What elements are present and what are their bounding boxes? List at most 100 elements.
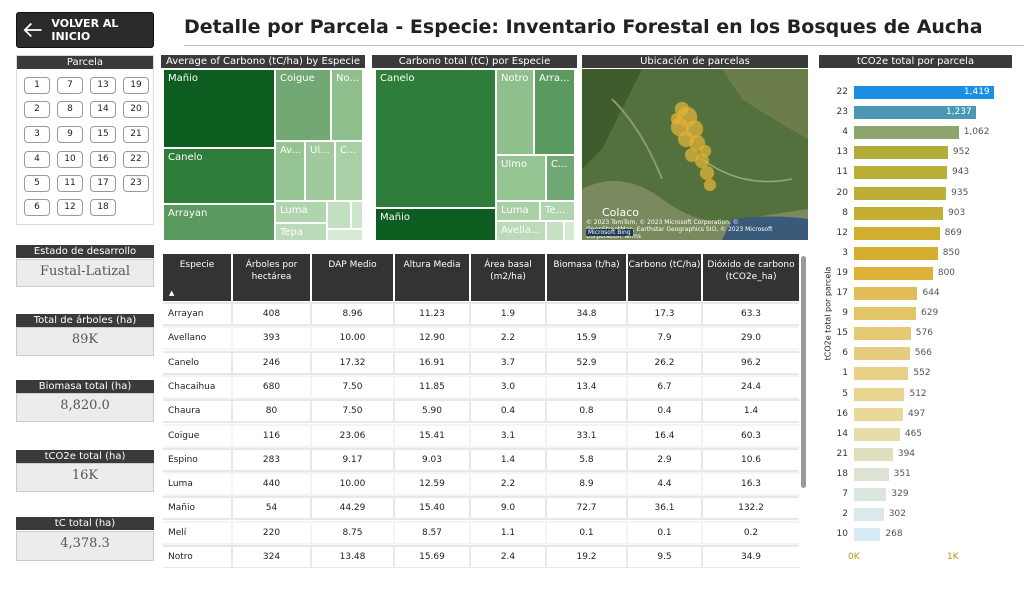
treemap2-cell[interactable] bbox=[546, 221, 564, 241]
parcela-button[interactable]: 5 bbox=[24, 175, 50, 192]
parcela-button[interactable]: 16 bbox=[90, 151, 116, 168]
map-place-label: Colaco bbox=[602, 206, 639, 219]
treemap1-cell[interactable]: Coigue bbox=[275, 69, 331, 141]
bar[interactable] bbox=[854, 206, 944, 220]
treemap2-cell[interactable]: Avella... bbox=[496, 221, 546, 241]
table-cell: 54 bbox=[233, 498, 310, 519]
column-header[interactable]: Especie bbox=[163, 254, 231, 301]
table-cell: 0.1 bbox=[547, 522, 626, 543]
bar[interactable] bbox=[854, 226, 940, 240]
parcela-button[interactable]: 19 bbox=[123, 77, 149, 94]
sort-indicator[interactable]: ▲ bbox=[169, 289, 175, 297]
table-cell: 13.48 bbox=[312, 547, 393, 567]
column-header[interactable]: Dióxido de carbono (tCO2e_ha) bbox=[703, 254, 799, 301]
column-header[interactable]: Biomasa (t/ha) bbox=[547, 254, 626, 301]
bar[interactable] bbox=[854, 467, 889, 481]
treemap1-cell[interactable]: Av... bbox=[275, 141, 305, 201]
treemap2-cell[interactable]: Te... bbox=[540, 201, 575, 221]
bar[interactable] bbox=[854, 86, 994, 99]
bar[interactable] bbox=[854, 126, 959, 140]
treemap1-cell[interactable]: C... bbox=[335, 141, 363, 201]
parcela-button[interactable]: 2 bbox=[24, 101, 50, 118]
parcela-button[interactable]: 22 bbox=[123, 151, 149, 168]
bar[interactable] bbox=[854, 287, 918, 300]
parcela-button[interactable]: 7 bbox=[57, 77, 83, 94]
column-header[interactable]: Carbono (tC/ha) bbox=[628, 254, 701, 301]
treemap2-cell[interactable]: C... bbox=[546, 155, 575, 201]
treemap1-cell[interactable] bbox=[327, 201, 351, 229]
treemap1-cell[interactable]: Ul... bbox=[305, 141, 335, 201]
bar[interactable] bbox=[854, 266, 933, 280]
parcela-button[interactable]: 12 bbox=[57, 199, 83, 216]
parcela-button[interactable]: 20 bbox=[123, 101, 149, 118]
table-scrollbar[interactable] bbox=[801, 256, 806, 488]
treemap1-cell[interactable]: No... bbox=[331, 69, 363, 141]
bar[interactable] bbox=[854, 166, 947, 180]
treemap1-cell[interactable] bbox=[351, 201, 363, 229]
back-button[interactable]: VOLVER AL INICIO bbox=[16, 12, 154, 48]
bar-value-label: 952 bbox=[952, 147, 971, 158]
bar[interactable] bbox=[854, 508, 884, 522]
treemap2-cell[interactable]: Notro bbox=[496, 69, 534, 155]
column-header[interactable]: Árboles por hectárea bbox=[233, 254, 310, 301]
table-cell: 10.6 bbox=[703, 449, 799, 470]
bar[interactable] bbox=[854, 186, 947, 200]
treemap1-cell[interactable]: Mañio bbox=[163, 69, 275, 148]
bar[interactable] bbox=[854, 427, 900, 441]
table-cell: 17.3 bbox=[628, 304, 701, 324]
parcela-button[interactable]: 10 bbox=[57, 151, 83, 168]
table-cell: 33.1 bbox=[547, 425, 626, 446]
treemap2-cell[interactable]: Luma bbox=[496, 201, 540, 221]
treemap2-cell[interactable] bbox=[564, 221, 575, 241]
parcela-button[interactable]: 23 bbox=[123, 175, 149, 192]
estado-value[interactable]: Fustal-Latizal bbox=[16, 259, 154, 287]
table-cell: 15.9 bbox=[547, 328, 626, 349]
bar[interactable] bbox=[854, 528, 881, 542]
parcela-button[interactable]: 1 bbox=[24, 77, 50, 94]
bar[interactable] bbox=[854, 407, 903, 421]
column-header[interactable]: Área basal (m2/ha) bbox=[471, 254, 545, 301]
table-cell: 2.2 bbox=[471, 474, 545, 495]
treemap1-cell[interactable] bbox=[327, 229, 363, 241]
column-header[interactable]: DAP Medio bbox=[312, 254, 393, 301]
table-cell: 6.7 bbox=[628, 376, 701, 397]
parcela-button[interactable]: 6 bbox=[24, 199, 50, 216]
bar[interactable] bbox=[854, 367, 909, 381]
column-header[interactable]: Altura Media bbox=[395, 254, 469, 301]
parcela-button[interactable]: 9 bbox=[57, 126, 83, 143]
parcela-button[interactable]: 13 bbox=[90, 77, 116, 94]
bar[interactable] bbox=[854, 307, 916, 321]
treemap2-cell[interactable]: Canelo bbox=[375, 69, 496, 208]
treemap1-cell[interactable]: Arrayan bbox=[163, 204, 275, 241]
bar[interactable] bbox=[854, 488, 887, 501]
treemap1-cell[interactable]: Luma bbox=[275, 201, 327, 223]
treemap2-cell[interactable]: Mañio bbox=[375, 208, 496, 241]
bar[interactable] bbox=[854, 246, 938, 260]
bar[interactable] bbox=[854, 447, 893, 461]
parcela-button[interactable]: 14 bbox=[90, 101, 116, 118]
treemap1-cell[interactable]: Canelo bbox=[163, 148, 275, 204]
table-cell: 0.4 bbox=[471, 401, 545, 422]
kpi-tc-label: tC total (ha) bbox=[16, 517, 154, 530]
parcela-button[interactable]: 8 bbox=[57, 101, 83, 118]
treemap2-cell[interactable]: Arra... bbox=[534, 69, 575, 155]
parcela-button[interactable]: 11 bbox=[57, 175, 83, 192]
bar[interactable] bbox=[854, 387, 905, 401]
bar[interactable] bbox=[854, 347, 910, 361]
treemap1-cell[interactable]: Tepa bbox=[275, 223, 327, 241]
parcela-button[interactable]: 4 bbox=[24, 151, 50, 168]
parcela-button[interactable]: 21 bbox=[123, 126, 149, 143]
parcela-button[interactable]: 3 bbox=[24, 126, 50, 143]
bar[interactable] bbox=[854, 327, 911, 341]
bar[interactable] bbox=[854, 146, 948, 160]
parcela-button[interactable]: 18 bbox=[90, 199, 116, 216]
parcela-button[interactable]: 17 bbox=[90, 175, 116, 192]
bar-value-label: 552 bbox=[913, 368, 931, 379]
table-cell: 26.2 bbox=[628, 352, 701, 373]
bar-category-label: 9 bbox=[842, 308, 848, 319]
table-cell: 80 bbox=[233, 401, 310, 422]
parcel-map[interactable]: Colaco © 2023 TomTom, © 2023 Microsoft C… bbox=[582, 69, 808, 240]
bar[interactable] bbox=[854, 106, 976, 120]
parcela-button[interactable]: 15 bbox=[90, 126, 116, 143]
treemap2-cell[interactable]: Ulmo bbox=[496, 155, 546, 201]
